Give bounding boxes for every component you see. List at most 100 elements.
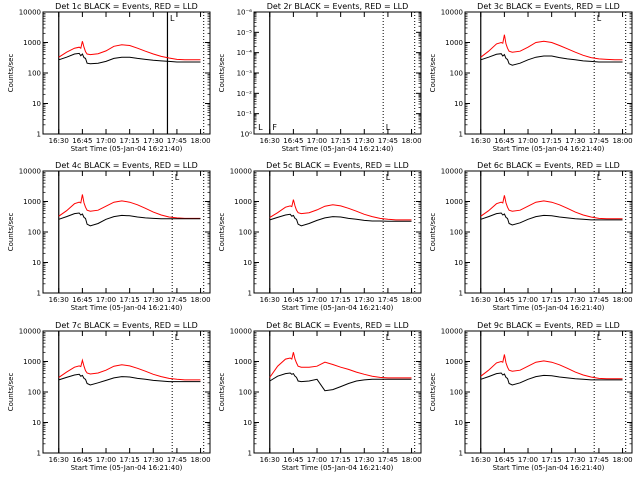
x-tick-label: 18:00 — [612, 137, 632, 145]
y-tick-label: 1000 — [234, 198, 252, 206]
y-tick-label: 10000 — [19, 328, 41, 336]
x-tick-label: 17:30 — [354, 456, 374, 464]
lld-series-line — [269, 352, 412, 379]
x-tick-label: 16:30 — [471, 296, 491, 304]
x-tick-label: 18:00 — [401, 456, 421, 464]
x-axis-label: Start Time (05-Jan-04 16:21:40) — [282, 304, 394, 312]
segment-letter-mark: L — [597, 173, 602, 182]
panel-det-3: Det 3c BLACK = Events, RED = LLD 1 10 100 10… — [429, 2, 633, 153]
x-axis-label: Start Time (05-Jan-04 16:21:40) — [493, 464, 605, 472]
plot-frame — [42, 330, 211, 454]
y-tick-label: 10⁻⁴ — [237, 49, 253, 57]
x-tick-label: 17:45 — [589, 137, 609, 145]
x-tick-label: 17:30 — [143, 456, 163, 464]
y-axis-label: Counts/sec — [7, 213, 15, 252]
x-tick-label: 16:30 — [471, 456, 491, 464]
lld-series-line — [480, 195, 623, 220]
segment-letter-mark: L — [386, 123, 391, 132]
y-tick-label: 10000 — [441, 168, 463, 176]
x-tick-label: 16:45 — [283, 456, 303, 464]
segment-letter-mark: L — [170, 14, 175, 23]
x-tick-label: 16:45 — [494, 456, 514, 464]
x-tick-label: 17:45 — [589, 456, 609, 464]
x-tick-label: 16:45 — [494, 296, 514, 304]
y-tick-label: 1 — [37, 131, 41, 139]
x-tick-label: 16:45 — [72, 296, 92, 304]
y-tick-label: 10000 — [19, 168, 41, 176]
x-axis-label: Start Time (05-Jan-04 16:21:40) — [493, 304, 605, 312]
lld-series-line — [58, 358, 201, 381]
x-tick-label: 18:00 — [190, 456, 210, 464]
x-tick-label: 18:00 — [612, 296, 632, 304]
events-series-line — [480, 372, 623, 386]
x-tick-label: 17:00 — [96, 456, 116, 464]
panel-det-5: Det 5c BLACK = Events, RED = LLD 1 10 100 10… — [218, 161, 422, 312]
y-axis-label: Counts/sec — [429, 373, 437, 412]
x-tick-label: 16:45 — [72, 456, 92, 464]
x-tick-label: 17:30 — [354, 296, 374, 304]
panel-det-7: Det 7c BLACK = Events, RED = LLD 1 10 100 10… — [7, 321, 211, 472]
y-tick-label: 100 — [239, 389, 252, 397]
x-axis-label: Start Time (05-Jan-04 16:21:40) — [71, 145, 183, 153]
y-tick-label: 1000 — [445, 39, 463, 47]
x-tick-label: 16:30 — [49, 456, 69, 464]
x-tick-label: 17:15 — [542, 137, 562, 145]
y-tick-label: 100 — [239, 229, 252, 237]
y-tick-label: 1 — [459, 450, 463, 458]
y-axis-label: Counts/sec — [218, 213, 226, 252]
panel-det-8: Det 8c BLACK = Events, RED = LLD 1 10 100 10… — [218, 321, 422, 472]
y-tick-label: 100 — [28, 389, 41, 397]
y-axis-label: Counts/sec — [218, 373, 226, 412]
y-tick-label: 1 — [459, 290, 463, 298]
y-tick-label: 10⁰ — [240, 131, 252, 139]
events-series-line — [58, 212, 201, 227]
segment-letter-mark: L — [386, 173, 391, 182]
y-tick-label: 10000 — [230, 168, 252, 176]
plot-frame — [253, 330, 422, 454]
x-tick-label: 17:00 — [307, 137, 327, 145]
x-tick-label: 17:45 — [167, 137, 187, 145]
y-tick-label: 100 — [450, 70, 463, 78]
y-tick-label: 10 — [32, 419, 41, 427]
x-axis-label: Start Time (05-Jan-04 16:21:40) — [71, 464, 183, 472]
x-tick-label: 17:00 — [518, 296, 538, 304]
x-tick-label: 16:30 — [260, 296, 280, 304]
lld-series-line — [269, 199, 412, 221]
x-tick-label: 17:15 — [331, 296, 351, 304]
x-axis-label: Start Time (05-Jan-04 16:21:40) — [71, 304, 183, 312]
x-tick-label: 16:30 — [49, 137, 69, 145]
segment-letter-mark: L — [597, 333, 602, 342]
plot-frame — [464, 170, 633, 294]
events-series-line — [480, 212, 623, 226]
x-tick-label: 17:00 — [307, 456, 327, 464]
events-series-line — [58, 52, 201, 65]
x-tick-label: 16:45 — [72, 137, 92, 145]
x-tick-label: 17:15 — [120, 296, 140, 304]
x-tick-label: 18:00 — [612, 456, 632, 464]
y-tick-label: 10 — [454, 100, 463, 108]
y-tick-label: 10⁻⁶ — [237, 9, 253, 17]
x-tick-label: 17:30 — [565, 137, 585, 145]
x-tick-label: 16:30 — [260, 137, 280, 145]
panel-title: Det 6c BLACK = Events, RED = LLD — [477, 161, 620, 170]
y-tick-label: 1 — [248, 450, 252, 458]
y-tick-label: 100 — [28, 229, 41, 237]
x-tick-label: 17:45 — [378, 137, 398, 145]
y-tick-label: 1000 — [234, 358, 252, 366]
x-tick-label: 17:15 — [542, 456, 562, 464]
panel-title: Det 3c BLACK = Events, RED = LLD — [477, 2, 620, 11]
events-series-line — [269, 213, 412, 227]
x-tick-label: 17:00 — [96, 296, 116, 304]
x-axis-label: Start Time (05-Jan-04 16:21:40) — [282, 145, 394, 153]
y-tick-label: 10000 — [441, 328, 463, 336]
y-axis-label: Counts/sec — [7, 54, 15, 93]
panel-title: Det 9c BLACK = Events, RED = LLD — [477, 321, 620, 330]
y-tick-label: 10⁻³ — [237, 70, 253, 78]
x-tick-label: 17:30 — [143, 296, 163, 304]
panel-title: Det 5c BLACK = Events, RED = LLD — [266, 161, 409, 170]
y-tick-label: 10 — [32, 100, 41, 108]
y-tick-label: 1 — [248, 290, 252, 298]
panel-det-2: Det 2r BLACK = Events, RED = LLD 10⁰ 10⁻¹ 1… — [218, 2, 422, 153]
x-axis-label: Start Time (05-Jan-04 16:21:40) — [282, 464, 394, 472]
